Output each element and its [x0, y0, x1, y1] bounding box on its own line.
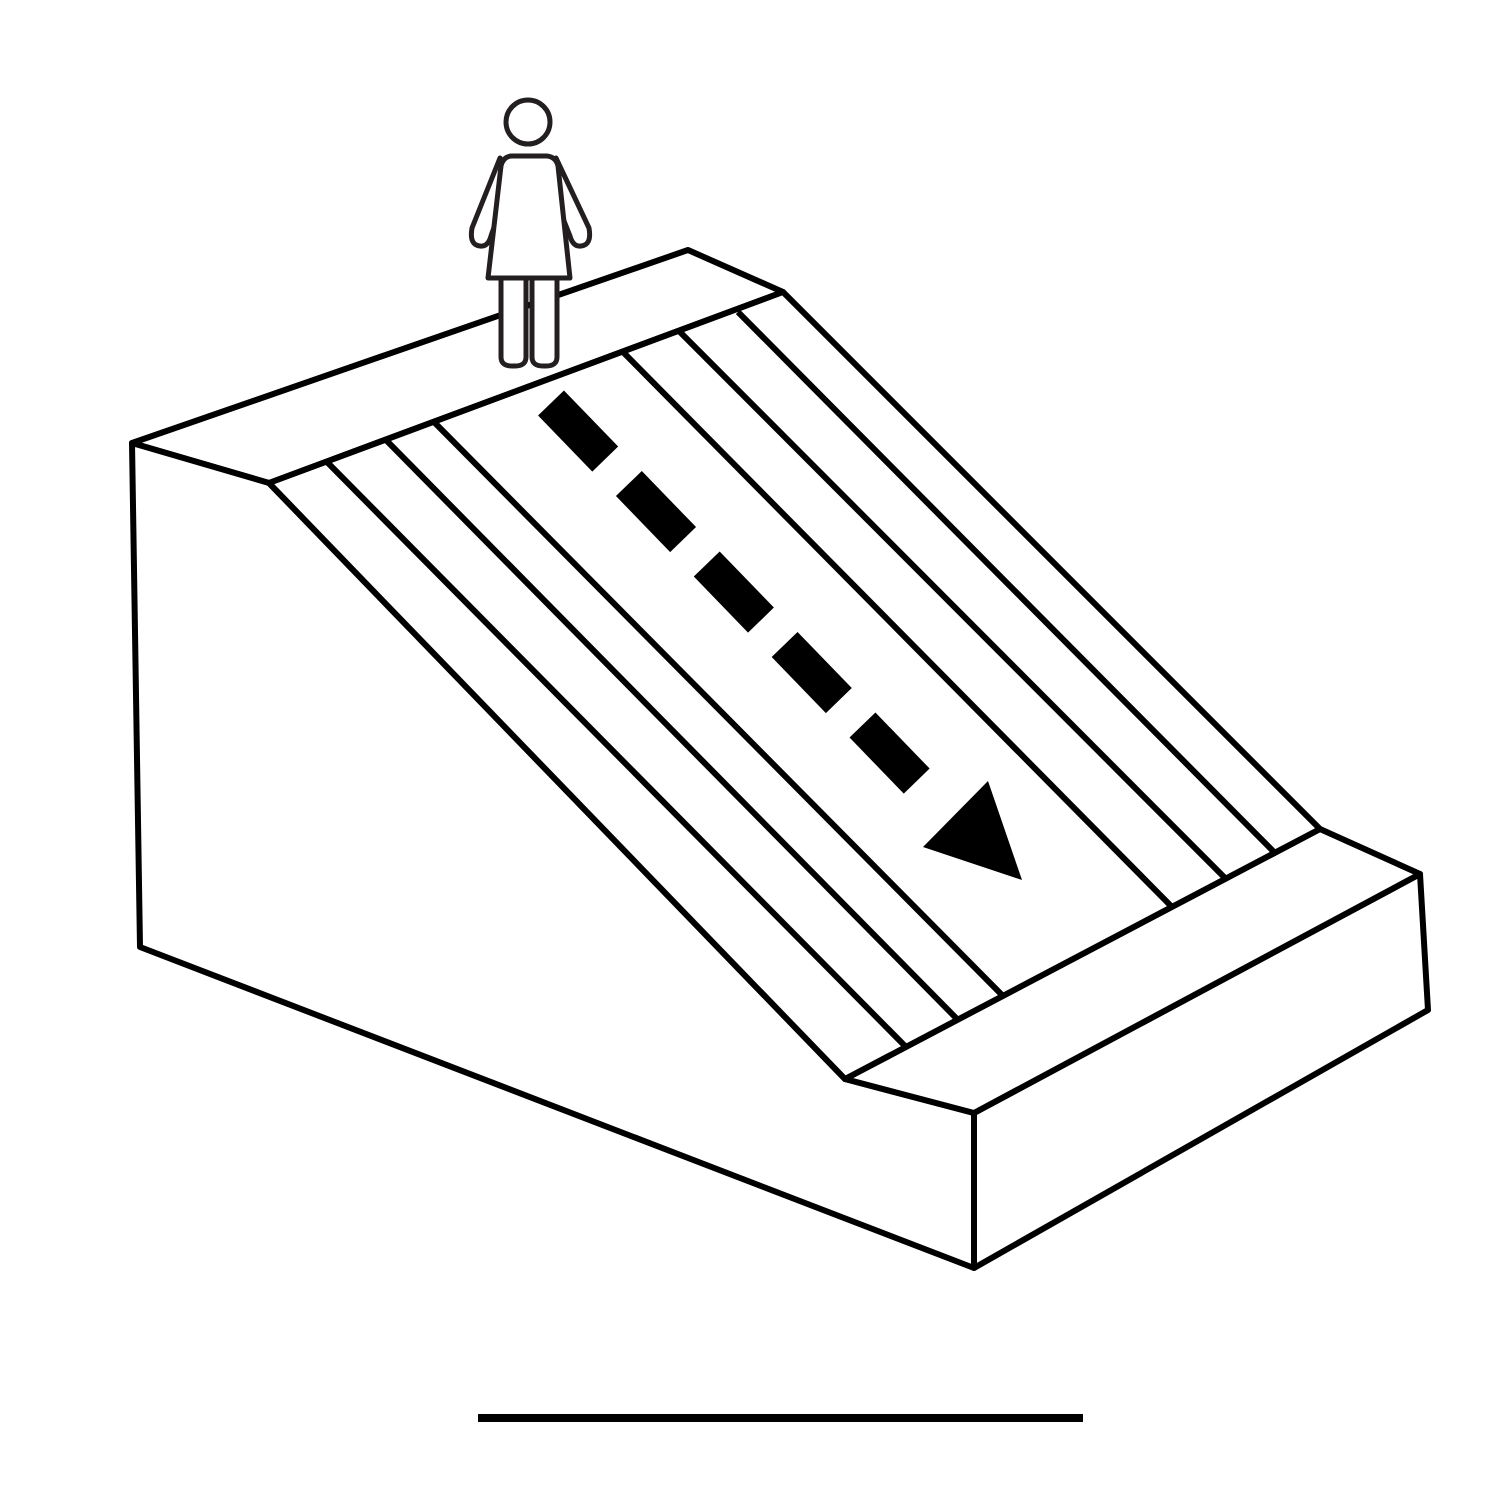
slope-stripe — [677, 329, 1229, 882]
slope-stripe — [324, 459, 909, 1050]
slope-stripe — [735, 309, 1278, 856]
person-right-leg — [529, 275, 560, 369]
slope-block — [129, 247, 1431, 1271]
arrowhead-icon — [923, 781, 1022, 880]
person-body — [485, 153, 573, 281]
slope-surface — [266, 289, 1323, 1082]
person-head — [503, 97, 553, 147]
person-icon — [468, 97, 593, 369]
slope-stripe — [383, 437, 961, 1023]
slope-stripe — [620, 349, 1175, 910]
slope-stripe — [431, 419, 1006, 999]
direction-arrow — [538, 390, 1022, 880]
slope-stripes — [324, 309, 1278, 1050]
person-left-leg — [498, 275, 529, 369]
dashed-arrow-icon — [538, 390, 948, 813]
